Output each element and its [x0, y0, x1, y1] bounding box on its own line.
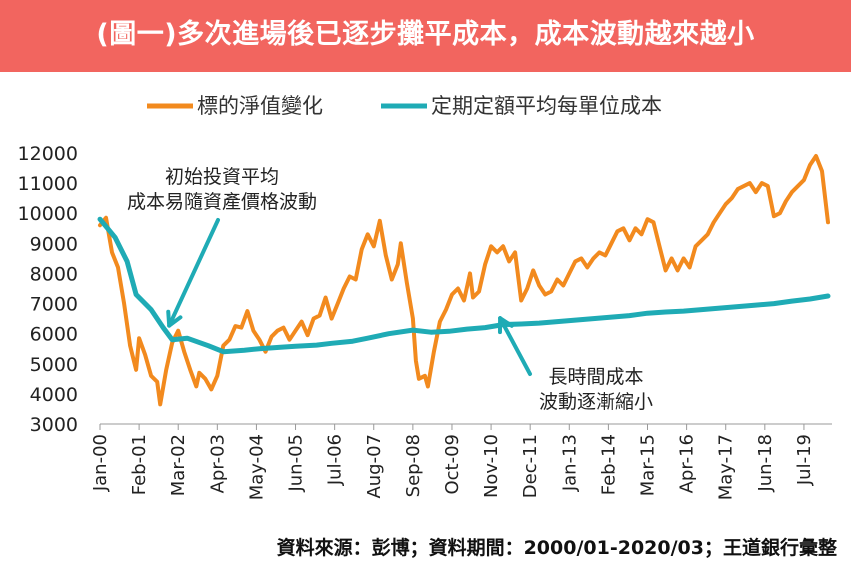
source-note: 資料來源：彭博；資料期間：2000/01-2020/03；王道銀行彙整: [276, 537, 837, 559]
x-tick-label: Jul-06: [325, 434, 346, 486]
x-tick-label: Sep-08: [403, 434, 424, 497]
annotation-arrow: [498, 316, 532, 376]
y-tick-label: 12000: [18, 143, 78, 165]
x-tick-label: Jan-00: [90, 434, 111, 492]
line-chart: 標的淨值變化 定期定額平均每單位成本 3000 4000 5000 6000 7000 80…: [18, 94, 832, 500]
y-axis: 3000 4000 5000 6000 7000 8000 9000 10000 11000 12…: [18, 143, 78, 436]
x-tick-label: Feb-01: [129, 434, 150, 495]
annotation-arrowhead: [166, 309, 183, 328]
series-layer: [97, 154, 831, 407]
x-tick-label: May-04: [246, 434, 267, 500]
y-tick-label: 3000: [30, 414, 78, 436]
x-tick-label: Jan-13: [559, 434, 580, 492]
x-tick-label: Jun-18: [755, 434, 776, 493]
x-tick-label: May-17: [716, 434, 737, 500]
y-tick-label: 10000: [18, 203, 78, 225]
x-tick-label: Mar-02: [168, 434, 189, 496]
x-tick-label: Mar-15: [638, 434, 659, 496]
annotation-arrow: [167, 218, 220, 328]
y-tick-label: 7000: [30, 294, 78, 316]
series-line-2: [97, 216, 831, 355]
annotation-text: 長時間成本: [548, 366, 643, 388]
y-tick-label: 8000: [30, 263, 78, 285]
x-tick-label: Nov-10: [481, 434, 502, 498]
x-tick-label: Apr-16: [677, 434, 698, 493]
annotation-arrowhead: [497, 316, 514, 335]
x-tick-label: Apr-03: [207, 434, 228, 493]
x-tick-label: Aug-07: [364, 434, 385, 499]
y-tick-label: 4000: [30, 384, 78, 406]
legend-label-1: 標的淨值變化: [197, 94, 323, 118]
x-axis: Jan-00 Feb-01 Mar-02 Apr-03 May-04 Jun-05 Jul-…: [90, 423, 832, 500]
y-tick-label: 11000: [18, 173, 78, 195]
legend-label-2: 定期定額平均每單位成本: [431, 94, 662, 118]
x-tick-label: Oct-09: [442, 434, 463, 495]
legend: 標的淨值變化 定期定額平均每單位成本: [147, 94, 662, 118]
annotation-text: 波動逐漸縮小: [539, 391, 653, 413]
annotation-text: 成本易隨資產價格波動: [127, 191, 317, 213]
title-banner: [0, 0, 851, 72]
y-tick-label: 9000: [30, 233, 78, 255]
chart-title: (圖一)多次進場後已逐步攤平成本，成本波動越來越小: [96, 19, 755, 50]
x-tick-label: Dec-11: [520, 434, 541, 498]
y-tick-label: 6000: [30, 324, 78, 346]
y-tick-label: 5000: [30, 354, 78, 376]
series-line-1: [98, 154, 830, 407]
annotation-text: 初始投資平均: [165, 166, 279, 188]
x-tick-label: Jul-19: [794, 434, 815, 486]
x-tick-label: Feb-14: [598, 434, 619, 495]
x-tick-label: Jun-05: [286, 434, 307, 493]
